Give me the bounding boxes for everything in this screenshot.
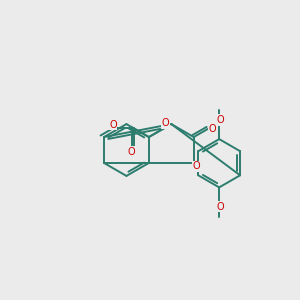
Text: O: O: [217, 202, 224, 212]
Text: O: O: [208, 124, 216, 134]
Text: O: O: [162, 118, 169, 128]
Text: O: O: [192, 161, 200, 172]
Text: O: O: [217, 115, 224, 125]
Text: O: O: [128, 147, 136, 157]
Text: O: O: [109, 120, 117, 130]
